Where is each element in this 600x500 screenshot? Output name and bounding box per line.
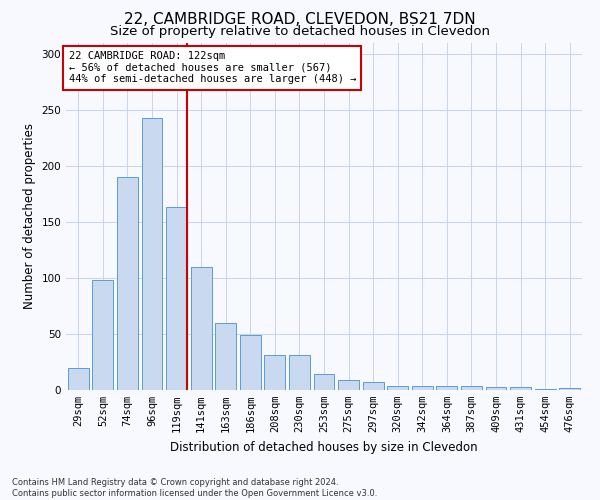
Y-axis label: Number of detached properties: Number of detached properties xyxy=(23,123,36,309)
Bar xyxy=(117,177,138,390)
Bar xyxy=(92,280,113,390)
Text: Size of property relative to detached houses in Clevedon: Size of property relative to detached ho… xyxy=(110,25,490,38)
Bar xyxy=(142,118,163,390)
Bar xyxy=(215,322,236,390)
Bar xyxy=(191,266,212,390)
Text: Contains HM Land Registry data © Crown copyright and database right 2024.
Contai: Contains HM Land Registry data © Crown c… xyxy=(12,478,377,498)
Bar xyxy=(314,374,334,390)
Bar xyxy=(436,386,457,390)
Bar xyxy=(485,386,506,390)
Bar xyxy=(68,368,89,390)
Bar xyxy=(387,386,408,390)
Text: 22, CAMBRIDGE ROAD, CLEVEDON, BS21 7DN: 22, CAMBRIDGE ROAD, CLEVEDON, BS21 7DN xyxy=(124,12,476,28)
Text: 22 CAMBRIDGE ROAD: 122sqm
← 56% of detached houses are smaller (567)
44% of semi: 22 CAMBRIDGE ROAD: 122sqm ← 56% of detac… xyxy=(68,51,356,84)
Bar xyxy=(412,386,433,390)
Bar xyxy=(240,335,261,390)
Bar xyxy=(338,380,359,390)
Bar xyxy=(535,389,556,390)
Bar xyxy=(461,386,482,390)
Bar xyxy=(289,355,310,390)
Bar xyxy=(559,388,580,390)
Bar xyxy=(510,386,531,390)
Bar xyxy=(265,355,286,390)
Bar xyxy=(166,208,187,390)
Bar xyxy=(362,382,383,390)
X-axis label: Distribution of detached houses by size in Clevedon: Distribution of detached houses by size … xyxy=(170,440,478,454)
